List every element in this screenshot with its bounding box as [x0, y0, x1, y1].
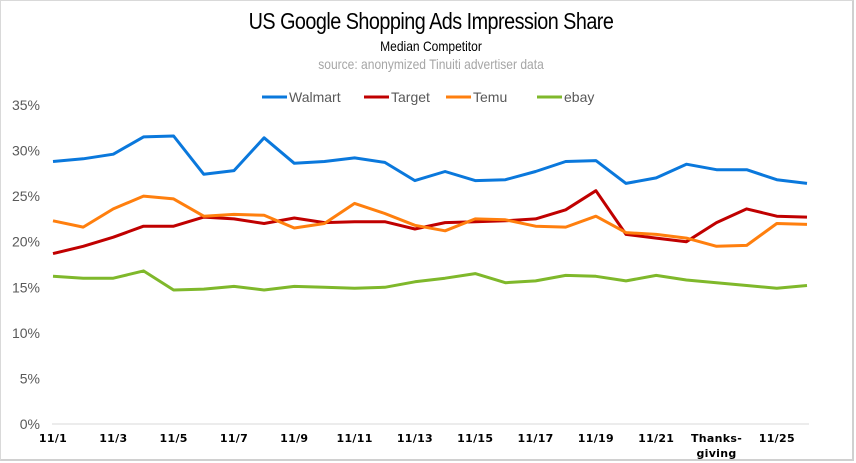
x-tick-label: 11/1: [39, 432, 67, 445]
series-line-ebay: [52, 269, 808, 292]
x-axis: 11/1 11/3 11/5 11/7 11/9 11/11 11/13 11/15 11/17…: [39, 432, 795, 460]
y-tick-label: 0%: [20, 416, 40, 432]
chart-subtitle: Median Competitor: [380, 38, 482, 54]
y-tick-label: 10%: [12, 325, 40, 341]
legend-label: ebay: [564, 89, 594, 105]
y-tick-label: 25%: [12, 188, 40, 204]
x-tick-label: 11/17: [517, 432, 553, 445]
legend-item-walmart: Walmart: [262, 89, 341, 105]
x-tick-label: 11/9: [280, 432, 308, 445]
x-tick-label: 11/11: [337, 432, 373, 445]
x-tick-label: 11/3: [99, 432, 127, 445]
x-tick-label: 11/5: [160, 432, 188, 445]
y-axis: 0% 5% 10% 15% 20% 25% 30% 35%: [12, 97, 40, 432]
x-tick-label: 11/19: [578, 432, 614, 445]
series-line-walmart: [52, 134, 808, 185]
legend-item-temu: Temu: [446, 89, 507, 105]
x-tick-label: 11/13: [397, 432, 433, 445]
y-tick-label: 35%: [12, 97, 40, 113]
series-line-temu: [52, 194, 808, 248]
chart-source: source: anonymized Tinuiti advertiser da…: [318, 56, 544, 72]
series-line-target: [52, 189, 808, 256]
series-lines: [52, 134, 808, 292]
legend-label: Walmart: [289, 89, 341, 105]
legend-label: Target: [391, 89, 430, 105]
x-tick-label-line2: giving: [696, 447, 736, 460]
legend: Walmart Target Temu ebay: [262, 89, 594, 105]
legend-label: Temu: [473, 89, 507, 105]
x-tick-label: 11/7: [220, 432, 248, 445]
y-tick-label: 30%: [12, 143, 40, 159]
x-tick-label: Thanks-: [691, 432, 742, 445]
y-tick-label: 15%: [12, 279, 40, 295]
y-tick-label: 5%: [20, 370, 40, 386]
x-tick-label: 11/21: [638, 432, 674, 445]
legend-item-ebay: ebay: [537, 89, 594, 105]
chart-title: US Google Shopping Ads Impression Share: [248, 8, 614, 34]
y-tick-label: 20%: [12, 234, 40, 250]
legend-item-target: Target: [364, 89, 430, 105]
x-tick-label: 11/15: [457, 432, 493, 445]
x-tick-label: 11/25: [759, 432, 795, 445]
